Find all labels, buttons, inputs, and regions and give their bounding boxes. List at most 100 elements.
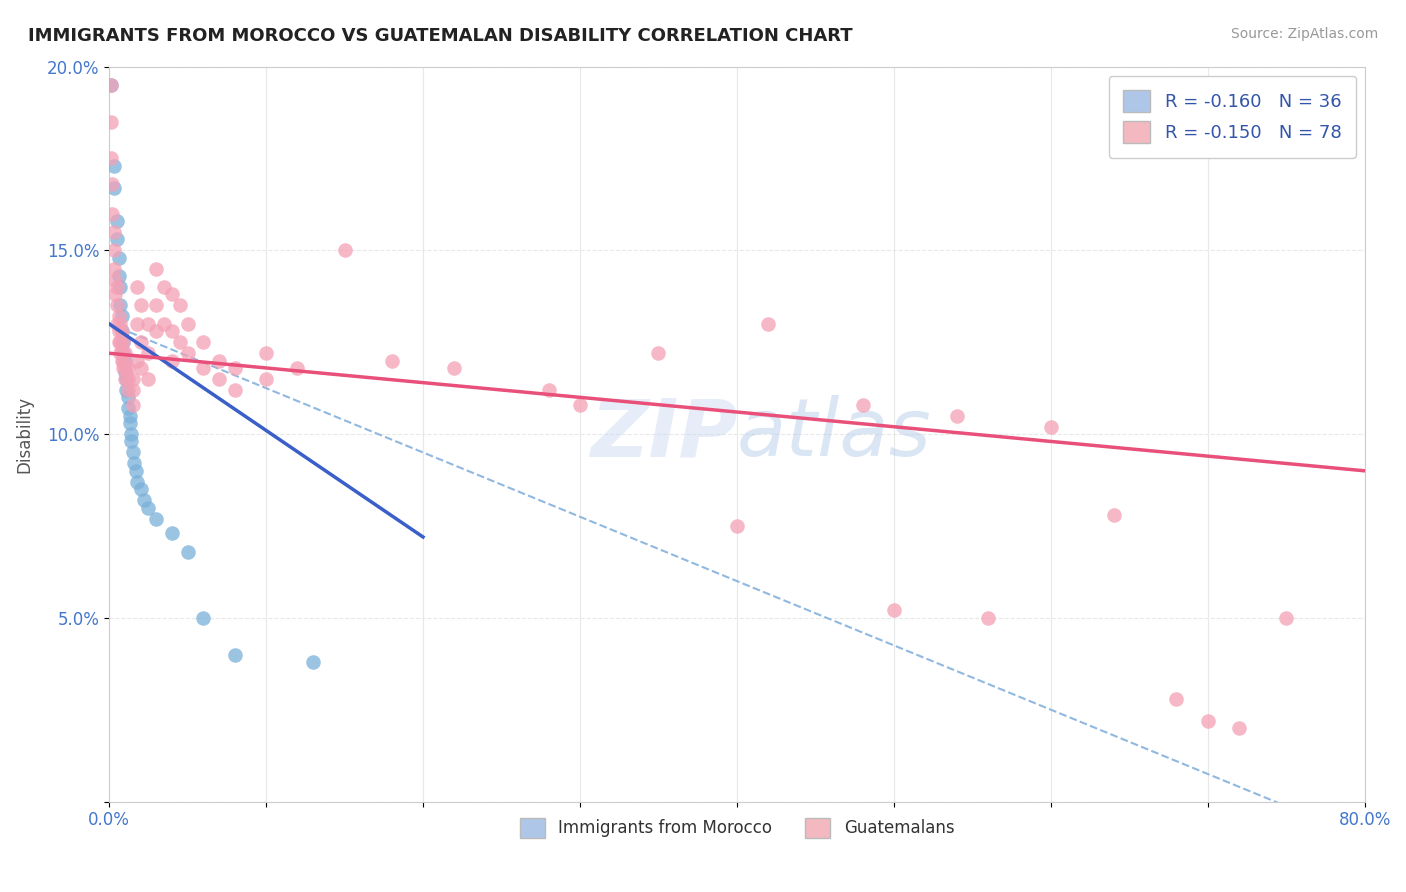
Point — [107, 251, 129, 265]
Point — [254, 372, 277, 386]
Point — [1102, 508, 1125, 522]
Point — [153, 317, 176, 331]
Point — [129, 360, 152, 375]
Point — [118, 409, 141, 423]
Point — [127, 353, 149, 368]
Point — [138, 346, 160, 360]
Text: atlas: atlas — [737, 395, 932, 473]
Point — [100, 114, 122, 128]
Point — [108, 346, 131, 360]
Point — [105, 214, 128, 228]
Point — [114, 346, 136, 360]
Point — [208, 372, 231, 386]
Point — [121, 383, 143, 397]
Point — [100, 78, 122, 92]
Point — [132, 493, 155, 508]
Point — [103, 225, 125, 239]
Point — [138, 500, 160, 515]
Point — [103, 181, 125, 195]
Point — [103, 159, 125, 173]
Point — [145, 298, 167, 312]
Point — [121, 372, 143, 386]
Point — [101, 177, 124, 191]
Point — [121, 398, 143, 412]
Point — [193, 611, 215, 625]
Point — [224, 648, 246, 662]
Point — [117, 372, 139, 386]
Point — [569, 398, 592, 412]
Point — [756, 317, 779, 331]
Point — [105, 232, 128, 246]
Point — [127, 280, 149, 294]
Point — [108, 280, 131, 294]
Point — [153, 280, 176, 294]
Point — [145, 324, 167, 338]
Point — [105, 317, 128, 331]
Point — [127, 475, 149, 489]
Point — [108, 335, 131, 350]
Point — [381, 353, 404, 368]
Point — [945, 409, 967, 423]
Point — [112, 353, 135, 368]
Point — [145, 261, 167, 276]
Point — [117, 360, 139, 375]
Point — [883, 603, 905, 617]
Point — [111, 310, 134, 324]
Point — [145, 511, 167, 525]
Point — [114, 365, 136, 379]
Point — [105, 298, 128, 312]
Point — [1197, 714, 1219, 728]
Point — [129, 298, 152, 312]
Point — [169, 298, 191, 312]
Point — [443, 360, 465, 375]
Point — [114, 360, 136, 375]
Point — [101, 206, 124, 220]
Point — [160, 287, 183, 301]
Point — [103, 261, 125, 276]
Point — [108, 317, 131, 331]
Point — [138, 372, 160, 386]
Point — [129, 335, 152, 350]
Point — [115, 372, 138, 386]
Point — [107, 310, 129, 324]
Point — [287, 360, 309, 375]
Point — [112, 335, 135, 350]
Point — [1275, 611, 1298, 625]
Point — [100, 152, 122, 166]
Point — [138, 317, 160, 331]
Point — [104, 273, 127, 287]
Point — [125, 464, 148, 478]
Point — [122, 457, 145, 471]
Point — [176, 544, 198, 558]
Point — [103, 244, 125, 258]
Point — [115, 383, 138, 397]
Point — [100, 78, 122, 92]
Point — [160, 324, 183, 338]
Point — [108, 298, 131, 312]
Legend: Immigrants from Morocco, Guatemalans: Immigrants from Morocco, Guatemalans — [513, 811, 960, 845]
Point — [105, 280, 128, 294]
Point — [224, 360, 246, 375]
Point — [647, 346, 669, 360]
Point — [1039, 419, 1062, 434]
Point — [160, 526, 183, 541]
Point — [121, 445, 143, 459]
Point — [120, 427, 142, 442]
Text: Source: ZipAtlas.com: Source: ZipAtlas.com — [1230, 27, 1378, 41]
Text: IMMIGRANTS FROM MOROCCO VS GUATEMALAN DISABILITY CORRELATION CHART: IMMIGRANTS FROM MOROCCO VS GUATEMALAN DI… — [28, 27, 853, 45]
Point — [129, 482, 152, 496]
Text: ZIP: ZIP — [589, 395, 737, 473]
Point — [254, 346, 277, 360]
Point — [111, 343, 134, 357]
Point — [111, 324, 134, 338]
Point — [302, 655, 325, 669]
Point — [160, 353, 183, 368]
Point — [333, 244, 356, 258]
Point — [176, 346, 198, 360]
Point — [169, 335, 191, 350]
Point — [117, 390, 139, 404]
Point — [114, 353, 136, 368]
Point — [104, 287, 127, 301]
Y-axis label: Disability: Disability — [15, 395, 32, 473]
Point — [176, 317, 198, 331]
